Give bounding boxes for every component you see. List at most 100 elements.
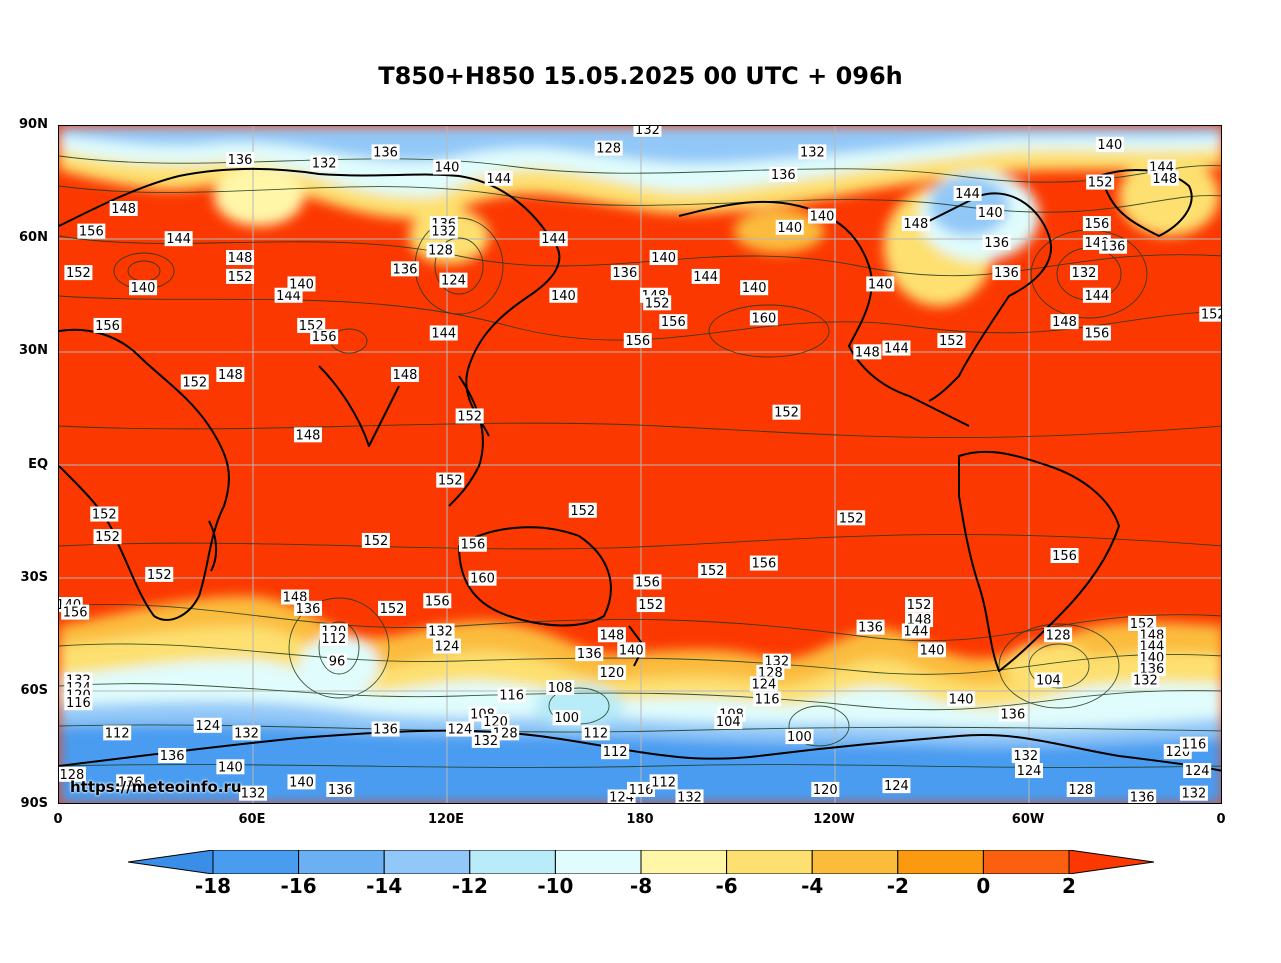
contour-label-bg: [1082, 325, 1111, 341]
contour-label-bg: [1128, 789, 1157, 803]
contour-label-text: 132: [234, 726, 259, 741]
contour-label-bg: [116, 774, 145, 790]
colorbar-segment: [298, 850, 385, 874]
lon-label-120e: 120E: [427, 812, 465, 827]
contour-label-bg: [808, 208, 837, 224]
contour-label-bg: [390, 366, 419, 382]
contour-label-text: 140: [810, 210, 835, 225]
contour-label-text: 140: [619, 643, 644, 658]
contour-label: 144: [882, 340, 911, 357]
contour-label-text: 136: [771, 168, 796, 183]
contour-label: 116: [753, 691, 782, 707]
contour-label-text: 148: [111, 202, 136, 217]
contour-label: 156: [1050, 548, 1079, 564]
colorbar-tick-label: -18: [194, 874, 232, 898]
contour-label-bg: [59, 766, 86, 782]
contour-label-text: 136: [373, 145, 398, 160]
contour-label-bg: [93, 529, 122, 545]
colorbar-tick-label: 0: [976, 874, 991, 898]
contour-label-bg: [749, 555, 778, 571]
contour-label-bg: [976, 204, 1005, 220]
contour-label-text: 136: [228, 153, 253, 168]
contour-label-text: 144: [693, 270, 718, 285]
contour-label-bg: [371, 721, 400, 737]
contour-label-bg: [1034, 672, 1063, 688]
contour-label-bg: [371, 144, 400, 160]
contour-label: 140: [808, 208, 837, 225]
contour-label-bg: [610, 265, 639, 281]
contour-label-bg: [1179, 736, 1208, 752]
contour-label-text: 156: [312, 330, 337, 345]
contour-label-text: 112: [105, 726, 130, 741]
contour-label-bg: [145, 566, 174, 582]
contour-label-text: 124: [1185, 764, 1210, 779]
contour-label: 156: [458, 536, 487, 553]
contour-label: 156: [77, 223, 106, 240]
colorbar-tick-label: -12: [451, 874, 488, 898]
contour-label: 132: [471, 732, 500, 749]
contour-label-text: 128: [1068, 783, 1093, 798]
contour-label-text: 124: [435, 640, 460, 655]
contour-label-text: 144: [486, 172, 511, 187]
contour-label: 140: [549, 287, 578, 304]
contour-label-text: 120: [599, 666, 624, 681]
contour-label: 108: [546, 680, 575, 696]
contour-label-text: 112: [321, 632, 346, 647]
contour-label: 112: [601, 744, 630, 760]
graticule: [59, 126, 1221, 803]
contour-label-text: 156: [751, 557, 776, 572]
contour-label-text: 144: [903, 624, 928, 639]
contour-label-text: 152: [645, 296, 670, 311]
contour-label-bg: [439, 272, 468, 288]
contour-label-bg: [1069, 265, 1098, 281]
contour-label-text: 144: [1084, 289, 1109, 304]
contour-label: 156: [659, 314, 688, 330]
colorbar-segment: [811, 850, 899, 874]
contour-label-text: 116: [629, 783, 654, 798]
contour-label-text: 136: [1101, 240, 1126, 255]
contour-label-text: 124: [195, 719, 220, 734]
contour-label: 144: [953, 185, 982, 202]
contour-label-text: 124: [884, 779, 909, 794]
contour-label: 104: [1034, 672, 1063, 689]
contour-label-bg: [310, 329, 339, 345]
contour-label-bg: [623, 333, 652, 349]
contour-label-text: 136: [328, 783, 353, 798]
contour-label-bg: [326, 781, 355, 797]
contour-label-text: 152: [774, 406, 799, 421]
contour-label-text: 152: [66, 266, 91, 281]
contour-label: 132: [1131, 672, 1160, 689]
contour-label: 156: [61, 604, 90, 621]
contour-label-bg: [918, 642, 946, 658]
contour-label-bg: [636, 597, 665, 613]
contour-label-bg: [649, 774, 678, 790]
contour-label: 112: [319, 631, 348, 647]
contour-label-bg: [471, 732, 500, 748]
contour-label: 104: [714, 714, 743, 730]
contour-label: 156: [93, 317, 122, 334]
contour-label: 136: [371, 721, 400, 738]
contour-label-bg: [497, 687, 526, 703]
chart-title: T850+H850 15.05.2025 00 UTC + 096h: [378, 62, 903, 90]
contour-label-text: 144: [431, 326, 456, 341]
lat-label-60n: 60N: [19, 230, 48, 245]
contour-label-bg: [216, 366, 245, 382]
contour-label: 148: [293, 427, 322, 443]
colorbar-tick-label: -10: [537, 874, 574, 898]
contour-label-text: 132: [1181, 787, 1206, 802]
contour-label-text: 128: [428, 243, 453, 258]
contour-label: 152: [937, 333, 966, 349]
contour-label: 152: [905, 597, 934, 613]
contour-label-bg: [901, 216, 930, 232]
contour-label-bg: [226, 250, 255, 266]
contour-label-text: 152: [228, 270, 253, 285]
contour-label-text: 140: [289, 775, 314, 790]
contour-label: 136: [575, 646, 604, 662]
contour-label-bg: [1128, 615, 1157, 631]
contour-label-bg: [947, 691, 976, 707]
contour-label-text: 152: [638, 598, 663, 613]
contour-label-bg: [1137, 649, 1166, 665]
contour-label-text: 136: [577, 647, 602, 662]
source-credit: https://meteoinfo.ru: [70, 778, 242, 796]
contour-label-bg: [982, 234, 1011, 250]
